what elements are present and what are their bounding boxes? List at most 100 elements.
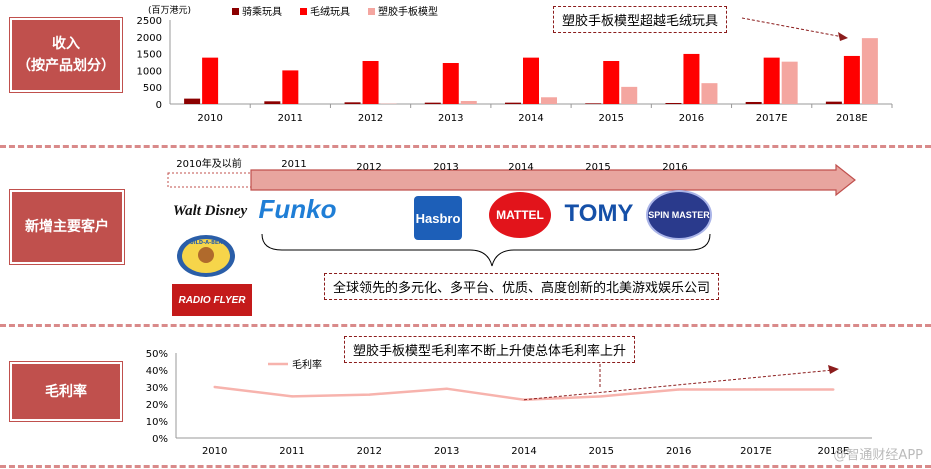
line-ytick-label: 30% xyxy=(146,383,168,394)
margin-title: 毛利率 xyxy=(45,383,87,400)
bar-category-label: 2015 xyxy=(598,113,623,124)
mattel-logo: MATTEL xyxy=(489,192,551,238)
bar-category-label: 2017E xyxy=(756,113,788,124)
bar-ytick-label: 1000 xyxy=(137,66,162,77)
bar-骑乘玩具 xyxy=(184,98,201,104)
customers-callout: 全球领先的多元化、多平台、优质、高度创新的北美游戏娱乐公司 xyxy=(324,273,720,300)
bar-ytick-label: 2000 xyxy=(137,33,162,44)
line-category-label: 2017E xyxy=(740,446,772,457)
legend-swatch xyxy=(232,8,239,15)
margin-point xyxy=(213,385,216,389)
line-category-label: 2015 xyxy=(589,446,614,457)
bar-category-label: 2012 xyxy=(358,113,383,124)
bar-ytick-label: 1500 xyxy=(137,50,162,61)
margin-point xyxy=(445,387,448,390)
line-legend-label: 毛利率 xyxy=(292,358,322,371)
timeline-year-2014: 2014 xyxy=(508,162,533,173)
bar-骑乘玩具 xyxy=(665,102,682,104)
bar-骑乘玩具 xyxy=(424,102,441,104)
bar-毛绒玩具 xyxy=(603,60,620,104)
bar-ytick-label: 2500 xyxy=(137,16,162,27)
build-a-bear-logo: BUILD-A-BEAR xyxy=(176,234,236,278)
timeline-arrow xyxy=(250,163,856,197)
bar-毛绒玩具 xyxy=(683,53,700,104)
timeline: 2010年及以前 2011 2012 2013 2014 2015 2016 xyxy=(167,157,856,197)
bar-塑胶手板模型 xyxy=(460,100,477,104)
margin-trend-arrow xyxy=(523,369,834,401)
bar-毛绒玩具 xyxy=(442,63,459,104)
bar-category-label: 2010 xyxy=(197,113,222,124)
line-category-label: 2011 xyxy=(279,446,304,457)
bar-塑胶手板模型 xyxy=(781,61,798,104)
bar-塑胶手板模型 xyxy=(861,38,878,105)
legend-swatch xyxy=(300,8,307,15)
revenue-callout: 塑胶手板模型超越毛绒玩具 xyxy=(553,6,728,33)
funko-logo: Funko xyxy=(258,193,337,224)
margin-series-line xyxy=(214,385,834,402)
legend-swatch xyxy=(368,8,375,15)
revenue-bar-chart: (百万港元) 0 500 1000 1500 2000 2500 2010 2011 2012 20… xyxy=(137,4,893,124)
margin-point xyxy=(754,388,758,391)
separator-bottom xyxy=(0,465,931,468)
margin-point xyxy=(832,388,835,391)
bar-category-label: 2013 xyxy=(438,113,463,124)
bar-毛绒玩具 xyxy=(843,55,860,104)
revenue-callout-arrow xyxy=(741,17,844,38)
customers-title: 新增主要客户 xyxy=(25,219,109,235)
customers-section-label: 新增主要客户 xyxy=(9,189,125,265)
bar-骑乘玩具 xyxy=(505,102,521,104)
timeline-year-2015: 2015 xyxy=(585,162,610,173)
legend-label: 骑乘玩具 xyxy=(242,5,282,18)
bar-骑乘玩具 xyxy=(585,103,602,104)
bar-毛绒玩具 xyxy=(362,60,379,104)
tomy-logo: TOMY xyxy=(564,200,634,227)
timeline-year-2016: 2016 xyxy=(662,162,687,173)
line-category-label: 2013 xyxy=(434,446,459,457)
bar-毛绒玩具 xyxy=(763,57,780,104)
bar-骑乘玩具 xyxy=(825,101,842,104)
timeline-year-2011: 2011 xyxy=(281,159,306,170)
separator-middle xyxy=(0,324,931,327)
line-category-label: 2014 xyxy=(511,446,536,457)
line-category-label: 2012 xyxy=(357,446,382,457)
legend-label: 塑胶手板模型 xyxy=(378,5,438,18)
timeline-first-box xyxy=(167,172,252,188)
svg-text:BUILD-A-BEAR: BUILD-A-BEAR xyxy=(186,240,226,246)
bar-毛绒玩具 xyxy=(202,57,219,104)
margin-point xyxy=(600,395,603,398)
bar-骑乘玩具 xyxy=(264,101,281,104)
bar-塑胶手板模型 xyxy=(701,83,718,104)
build-a-bear-badge-icon: BUILD-A-BEAR xyxy=(177,235,235,277)
line-ytick-label: 10% xyxy=(146,417,168,428)
margin-callout: 塑胶手板模型毛利率不断上升使总体毛利率上升 xyxy=(344,336,636,363)
watermark: @智通财经APP xyxy=(833,448,923,463)
bar-ytick-label: 0 xyxy=(156,100,162,111)
revenue-section-label: 收入 （按产品划分） xyxy=(9,17,123,93)
bar-塑胶手板模型 xyxy=(541,97,557,104)
line-ytick-label: 50% xyxy=(146,349,168,360)
line-ytick-label: 0% xyxy=(152,434,168,445)
revenue-subtitle: （按产品划分） xyxy=(17,58,115,74)
line-category-label: 2016 xyxy=(666,446,691,457)
bar-category-label: 2016 xyxy=(679,113,704,124)
bar-毛绒玩具 xyxy=(523,57,539,104)
line-ytick-label: 40% xyxy=(146,366,168,377)
bar-塑胶手板模型 xyxy=(621,86,638,104)
customers-brace xyxy=(261,233,711,267)
revenue-callout-arrowhead xyxy=(838,32,848,41)
margin-point xyxy=(368,393,371,396)
margin-line-chart: 0% 10% 20% 30% 40% 50% 2010 2011 2012 2013 2014 201… xyxy=(146,349,872,457)
spin-master-logo: SPIN MASTER xyxy=(646,190,712,240)
bar-骑乘玩具 xyxy=(344,102,361,104)
disney-logo: Walt Disney xyxy=(172,202,248,219)
separator-top xyxy=(0,145,931,148)
margin-trend-arrowhead xyxy=(828,365,839,374)
bar-unit-label: (百万港元) xyxy=(148,4,191,16)
timeline-year-first: 2010年及以前 xyxy=(176,157,241,170)
revenue-title: 收入 xyxy=(52,36,80,52)
bar-category-label: 2018E xyxy=(836,113,868,124)
timeline-year-2013: 2013 xyxy=(433,162,458,173)
bar-category-label: 2011 xyxy=(278,113,303,124)
hasbro-logo: Hasbro xyxy=(414,196,462,240)
margin-section-label: 毛利率 xyxy=(9,361,123,422)
